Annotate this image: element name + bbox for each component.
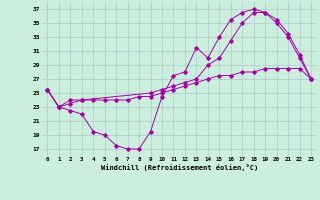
X-axis label: Windchill (Refroidissement éolien,°C): Windchill (Refroidissement éolien,°C) <box>100 164 258 171</box>
